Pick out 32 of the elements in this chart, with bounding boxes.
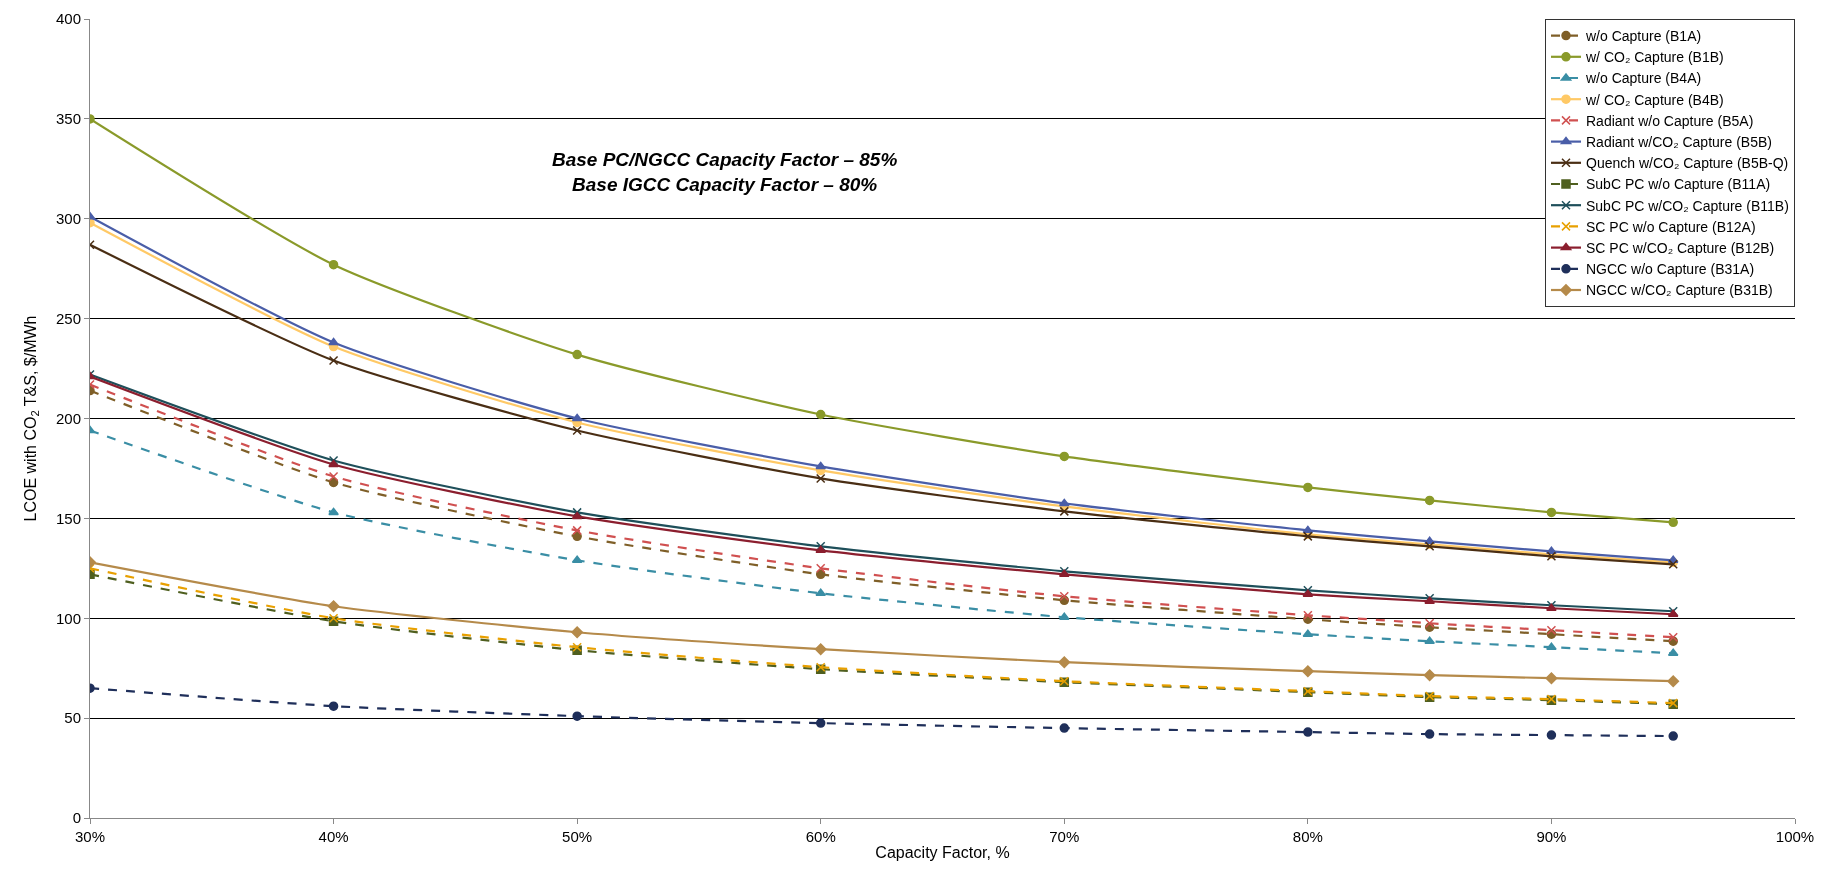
legend-label: Radiant w/CO₂ Capture (B5B) [1586, 134, 1772, 151]
y-tick-label: 250 [55, 309, 81, 327]
y-tick-label: 50 [64, 709, 81, 727]
legend-label: w/o Capture (B1A) [1585, 28, 1702, 45]
x-tick-label: 30% [74, 828, 106, 845]
legend-label: w/ CO₂ Capture (B1B) [1585, 49, 1724, 66]
x-tick-label: 60% [805, 828, 836, 845]
x-tick-label: 40% [318, 828, 349, 845]
y-tick-label: 350 [55, 110, 81, 128]
y-tick-label: 200 [55, 409, 81, 427]
legend-label: w/o Capture (B4A) [1585, 70, 1702, 87]
legend-label: SC PC w/CO₂ Capture (B12B) [1586, 240, 1775, 257]
legend-label: Quench w/CO₂ Capture (B5B-Q) [1586, 155, 1789, 172]
x-axis-title: Capacity Factor, % [875, 843, 1010, 861]
y-tick-label: 0 [72, 809, 81, 827]
legend-label: SubC PC w/o Capture (B11A) [1586, 176, 1771, 193]
legend-label: SubC PC w/CO₂ Capture (B11B) [1586, 197, 1789, 214]
y-tick-label: 300 [55, 210, 81, 227]
x-tick-label: 50% [562, 828, 593, 845]
x-tick-label: 90% [1536, 828, 1567, 845]
legend-label: NGCC w/o Capture (B31A) [1586, 261, 1755, 278]
legend-label: w/ CO₂ Capture (B4B) [1585, 91, 1724, 108]
y-tick-label: 100 [55, 609, 81, 627]
y-tick-label: 400 [55, 10, 81, 28]
x-tick-label: 100% [1775, 828, 1815, 845]
legend-label: Radiant w/o Capture (B5A) [1586, 112, 1754, 129]
x-tick-label: 70% [1049, 828, 1080, 845]
legend-label: NGCC w/CO₂ Capture (B31B) [1586, 282, 1773, 299]
annotation: Base PC/NGCC Capacity Factor – 85% Base IGCC Capacity Factor – 80% [552, 149, 898, 195]
y-tick-label: 150 [55, 509, 81, 527]
legend-label: SC PC w/o Capture (B12A) [1586, 218, 1756, 235]
x-tick-label: 80% [1292, 828, 1323, 845]
